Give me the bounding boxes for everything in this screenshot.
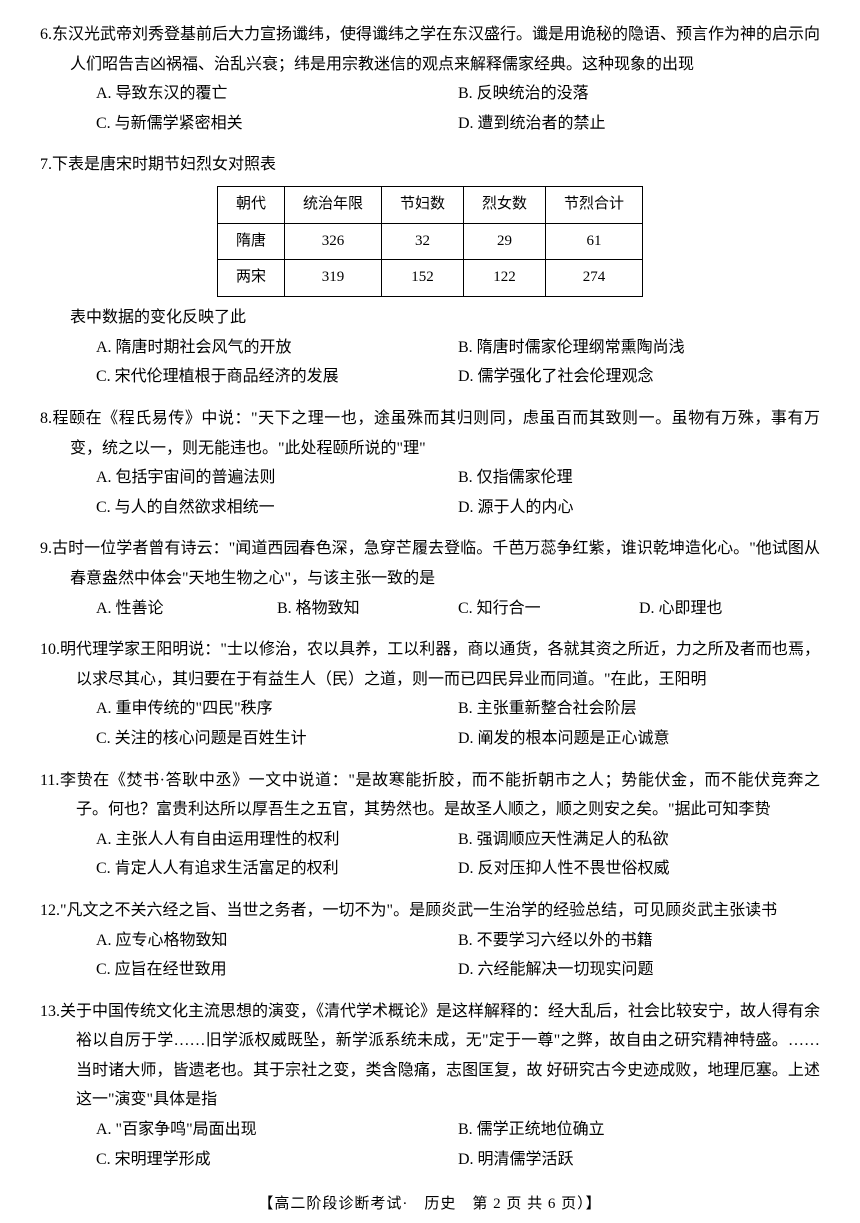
td: 319 <box>284 260 381 297</box>
td: 122 <box>464 260 546 297</box>
question-text: 13.关于中国传统文化主流思想的演变，《清代学术概论》是这样解释的：经大乱后，社… <box>40 997 820 1115</box>
question-number: 13. <box>40 1003 60 1020</box>
th: 节烈合计 <box>546 186 643 223</box>
question-9: 9.古时一位学者曾有诗云："闻道西园春色深，急穿芒履去登临。千芭万蕊争红紫，谁识… <box>40 534 820 623</box>
question-13: 13.关于中国传统文化主流思想的演变，《清代学术概论》是这样解释的：经大乱后，社… <box>40 997 820 1175</box>
option-d: D. 源于人的内心 <box>458 493 820 523</box>
options: A. 隋唐时期社会风气的开放 B. 隋唐时儒家伦理纲常熏陶尚浅 C. 宋代伦理植… <box>40 333 820 392</box>
question-number: 8. <box>40 410 52 427</box>
option-c: C. 宋明理学形成 <box>96 1145 458 1175</box>
td: 152 <box>381 260 463 297</box>
options: A. 应专心格物致知 B. 不要学习六经以外的书籍 C. 应旨在经世致用 D. … <box>40 926 820 985</box>
table-header-row: 朝代 统治年限 节妇数 烈女数 节烈合计 <box>217 186 642 223</box>
option-a: A. 包括宇宙间的普遍法则 <box>96 463 458 493</box>
option-c: C. 关注的核心问题是百姓生计 <box>96 724 458 754</box>
exam-page: 6.东汉光武帝刘秀登基前后大力宣扬谶纬，使得谶纬之学在东汉盛行。谶是用诡秘的隐语… <box>0 0 860 1223</box>
question-number: 6. <box>40 26 52 43</box>
option-b: B. 强调顺应天性满足人的私欲 <box>458 825 820 855</box>
option-d: D. 明清儒学活跃 <box>458 1145 820 1175</box>
option-d: D. 儒学强化了社会伦理观念 <box>458 362 820 392</box>
question-body: 古时一位学者曾有诗云："闻道西园春色深，急穿芒履去登临。千芭万蕊争红紫，谁识乾坤… <box>52 540 820 587</box>
td: 61 <box>546 223 643 260</box>
question-8: 8.程颐在《程氏易传》中说："天下之理一也，途虽殊而其归则同，虑虽百而其致则一。… <box>40 404 820 522</box>
question-text: 11.李贽在《焚书·答耿中丞》一文中说道："是故寒能折胶，而不能折朝市之人；势能… <box>40 766 820 825</box>
option-a: A. 主张人人有自由运用理性的权利 <box>96 825 458 855</box>
question-10: 10.明代理学家王阳明说："士以修治，农以具养，工以利器，商以通货，各就其资之所… <box>40 635 820 753</box>
option-a: A. 应专心格物致知 <box>96 926 458 956</box>
option-d: D. 阐发的根本问题是正心诚意 <box>458 724 820 754</box>
question-number: 10. <box>40 641 60 658</box>
option-c: C. 宋代伦理植根于商品经济的发展 <box>96 362 458 392</box>
option-a: A. 隋唐时期社会风气的开放 <box>96 333 458 363</box>
td: 隋唐 <box>217 223 284 260</box>
page-footer: 【高二阶段诊断考试· 历史 第 2 页 共 6 页）】 <box>40 1192 820 1213</box>
th: 朝代 <box>217 186 284 223</box>
data-table: 朝代 统治年限 节妇数 烈女数 节烈合计 隋唐 326 32 29 61 两宋 <box>217 186 643 297</box>
option-b: B. 格物致知 <box>277 594 458 624</box>
question-body: 程颐在《程氏易传》中说："天下之理一也，途虽殊而其归则同，虑虽百而其致则一。虽物… <box>52 410 820 457</box>
td: 两宋 <box>217 260 284 297</box>
question-text: 7.下表是唐宋时期节妇烈女对照表 <box>40 150 820 180</box>
question-body: 下表是唐宋时期节妇烈女对照表 <box>52 156 276 173</box>
option-a: A. 性善论 <box>96 594 277 624</box>
th: 节妇数 <box>381 186 463 223</box>
question-6: 6.东汉光武帝刘秀登基前后大力宣扬谶纬，使得谶纬之学在东汉盛行。谶是用诡秘的隐语… <box>40 20 820 138</box>
th: 统治年限 <box>284 186 381 223</box>
option-a: A. "百家争鸣"局面出现 <box>96 1115 458 1145</box>
option-a: A. 导致东汉的覆亡 <box>96 79 458 109</box>
question-body: 明代理学家王阳明说："士以修治，农以具养，工以利器，商以通货，各就其资之所近，力… <box>60 641 820 688</box>
question-number: 12. <box>40 902 60 919</box>
question-body: 李贽在《焚书·答耿中丞》一文中说道："是故寒能折胶，而不能折朝市之人；势能伏金，… <box>59 772 820 819</box>
option-b: B. 隋唐时儒家伦理纲常熏陶尚浅 <box>458 333 820 363</box>
question-body: 东汉光武帝刘秀登基前后大力宣扬谶纬，使得谶纬之学在东汉盛行。谶是用诡秘的隐语、预… <box>52 26 820 73</box>
question-body: "凡文之不关六经之旨、当世之务者，一切不为"。是顾炎武一生治学的经验总结，可见顾… <box>60 902 777 919</box>
td: 274 <box>546 260 643 297</box>
question-text: 9.古时一位学者曾有诗云："闻道西园春色深，急穿芒履去登临。千芭万蕊争红紫，谁识… <box>40 534 820 593</box>
option-b: B. 主张重新整合社会阶层 <box>458 694 820 724</box>
option-c: C. 应旨在经世致用 <box>96 955 458 985</box>
option-c: C. 与新儒学紧密相关 <box>96 109 458 139</box>
th: 烈女数 <box>464 186 546 223</box>
options: A. 导致东汉的覆亡 B. 反映统治的没落 C. 与新儒学紧密相关 D. 遭到统… <box>40 79 820 138</box>
question-body: 关于中国传统文化主流思想的演变，《清代学术概论》是这样解释的：经大乱后，社会比较… <box>60 1003 820 1109</box>
question-11: 11.李贽在《焚书·答耿中丞》一文中说道："是故寒能折胶，而不能折朝市之人；势能… <box>40 766 820 884</box>
option-d: D. 遭到统治者的禁止 <box>458 109 820 139</box>
table-row: 隋唐 326 32 29 61 <box>217 223 642 260</box>
question-text: 6.东汉光武帝刘秀登基前后大力宣扬谶纬，使得谶纬之学在东汉盛行。谶是用诡秘的隐语… <box>40 20 820 79</box>
options: A. "百家争鸣"局面出现 B. 儒学正统地位确立 C. 宋明理学形成 D. 明… <box>40 1115 820 1174</box>
option-d: D. 六经能解决一切现实问题 <box>458 955 820 985</box>
question-7: 7.下表是唐宋时期节妇烈女对照表 朝代 统治年限 节妇数 烈女数 节烈合计 隋唐… <box>40 150 820 392</box>
question-number: 7. <box>40 156 52 173</box>
options: A. 重申传统的"四民"秩序 B. 主张重新整合社会阶层 C. 关注的核心问题是… <box>40 694 820 753</box>
options: A. 包括宇宙间的普遍法则 B. 仅指儒家伦理 C. 与人的自然欲求相统一 D.… <box>40 463 820 522</box>
question-text: 10.明代理学家王阳明说："士以修治，农以具养，工以利器，商以通货，各就其资之所… <box>40 635 820 694</box>
table-row: 两宋 319 152 122 274 <box>217 260 642 297</box>
option-c: C. 知行合一 <box>458 594 639 624</box>
option-c: C. 与人的自然欲求相统一 <box>96 493 458 523</box>
question-12: 12."凡文之不关六经之旨、当世之务者，一切不为"。是顾炎武一生治学的经验总结，… <box>40 896 820 985</box>
option-d: D. 心即理也 <box>639 594 820 624</box>
question-number: 9. <box>40 540 52 557</box>
td: 29 <box>464 223 546 260</box>
td: 32 <box>381 223 463 260</box>
option-a: A. 重申传统的"四民"秩序 <box>96 694 458 724</box>
options: A. 主张人人有自由运用理性的权利 B. 强调顺应天性满足人的私欲 C. 肯定人… <box>40 825 820 884</box>
option-b: B. 反映统治的没落 <box>458 79 820 109</box>
option-b: B. 仅指儒家伦理 <box>458 463 820 493</box>
option-d: D. 反对压抑人性不畏世俗权威 <box>458 854 820 884</box>
question-text: 8.程颐在《程氏易传》中说："天下之理一也，途虽殊而其归则同，虑虽百而其致则一。… <box>40 404 820 463</box>
options: A. 性善论 B. 格物致知 C. 知行合一 D. 心即理也 <box>40 594 820 624</box>
option-b: B. 儒学正统地位确立 <box>458 1115 820 1145</box>
question-text: 12."凡文之不关六经之旨、当世之务者，一切不为"。是顾炎武一生治学的经验总结，… <box>40 896 820 926</box>
option-c: C. 肯定人人有追求生活富足的权利 <box>96 854 458 884</box>
question-number: 11. <box>40 772 59 789</box>
td: 326 <box>284 223 381 260</box>
option-b: B. 不要学习六经以外的书籍 <box>458 926 820 956</box>
question-subtext: 表中数据的变化反映了此 <box>40 303 820 333</box>
